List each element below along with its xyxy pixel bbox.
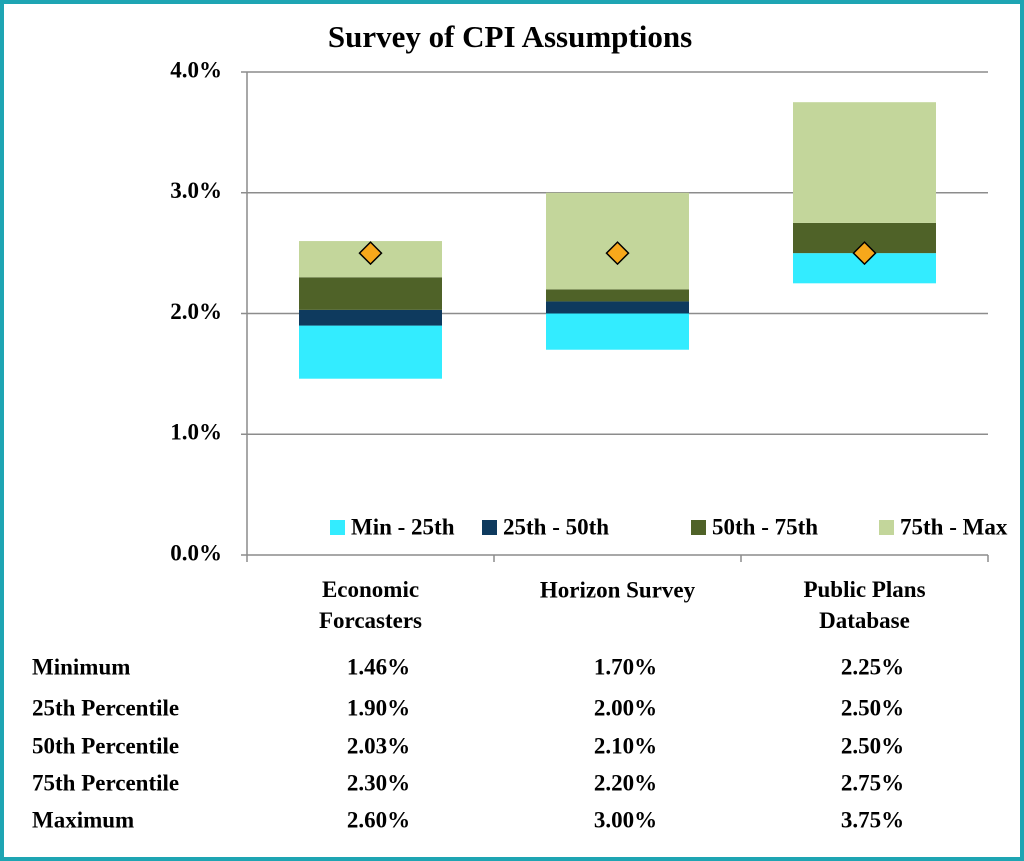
table-cell: 2.60% bbox=[347, 807, 410, 832]
y-tick-label: 1.0% bbox=[170, 420, 222, 445]
chart-title: Survey of CPI Assumptions bbox=[328, 19, 692, 54]
legend-swatch bbox=[482, 520, 497, 535]
marker bbox=[605, 241, 630, 266]
legend-swatch bbox=[691, 520, 706, 535]
table-cell: 2.03% bbox=[347, 733, 410, 758]
bar-segment bbox=[546, 289, 689, 302]
bar-segment bbox=[546, 192, 689, 290]
bar-segment bbox=[299, 309, 442, 326]
x-tick-label: Economic Forcasters bbox=[319, 577, 422, 633]
table-cell: 2.25% bbox=[841, 654, 904, 679]
table-row-label: 50th Percentile bbox=[32, 733, 179, 758]
bar-segment bbox=[299, 325, 442, 379]
x-tick-label-line: Forcasters bbox=[319, 608, 422, 633]
table-cell: 2.75% bbox=[841, 770, 904, 795]
legend-label: 50th - 75th bbox=[712, 514, 818, 539]
legend-swatch bbox=[879, 520, 894, 535]
bar-segment bbox=[793, 102, 936, 223]
legend-label: 75th - Max bbox=[900, 514, 1008, 539]
bar-segment bbox=[546, 313, 689, 350]
table-cell: 1.46% bbox=[347, 654, 410, 679]
table-cell: 2.50% bbox=[841, 695, 904, 720]
y-tick-label: 3.0% bbox=[170, 178, 222, 203]
marker bbox=[852, 241, 877, 266]
legend-swatch bbox=[330, 520, 345, 535]
table-row-label: 75th Percentile bbox=[32, 770, 179, 795]
x-tick-label: Horizon Survey bbox=[540, 577, 696, 602]
table-row-label: Maximum bbox=[32, 807, 134, 832]
x-tick-label-line: Public Plans bbox=[803, 577, 925, 602]
table-cell: 1.70% bbox=[594, 654, 657, 679]
table-row-label: Minimum bbox=[32, 654, 130, 679]
marker bbox=[358, 241, 383, 266]
legend-label: 25th - 50th bbox=[503, 514, 609, 539]
legend-label: Min - 25th bbox=[351, 514, 455, 539]
bar-segment bbox=[546, 301, 689, 314]
table-cell: 1.90% bbox=[347, 695, 410, 720]
bar-segment bbox=[299, 277, 442, 310]
table-cell: 2.30% bbox=[347, 770, 410, 795]
x-tick-label-line: Database bbox=[819, 608, 910, 633]
y-tick-label: 4.0% bbox=[170, 57, 222, 82]
table-cell: 3.75% bbox=[841, 807, 904, 832]
table-cell: 3.00% bbox=[594, 807, 657, 832]
y-tick-label: 0.0% bbox=[170, 540, 222, 565]
table-cell: 2.50% bbox=[841, 733, 904, 758]
y-tick-label: 2.0% bbox=[170, 299, 222, 324]
table-cell: 2.10% bbox=[594, 733, 657, 758]
table-cell: 2.00% bbox=[594, 695, 657, 720]
x-tick-label: Public Plans Database bbox=[803, 577, 925, 633]
table-row-label: 25th Percentile bbox=[32, 695, 179, 720]
table-cell: 2.20% bbox=[594, 770, 657, 795]
x-tick-label-line: Economic bbox=[322, 577, 419, 602]
